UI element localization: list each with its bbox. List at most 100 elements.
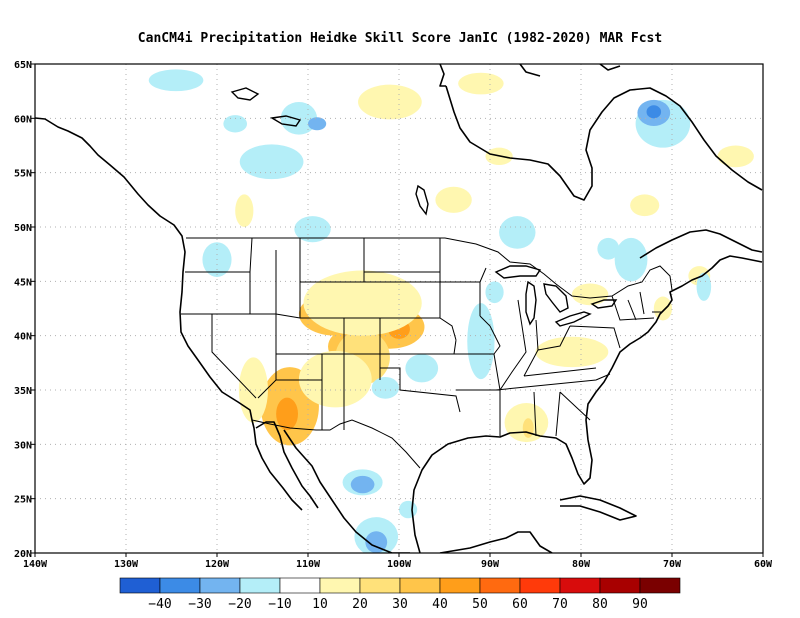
skill-region-1	[276, 397, 298, 431]
great-slave-lake	[269, 115, 302, 127]
lat-tick-label: 35N	[14, 386, 32, 397]
lon-tick-label: 110W	[296, 559, 321, 570]
skill-region-34	[646, 105, 662, 119]
cuba-coastline	[559, 495, 637, 521]
colorbar-label: 60	[512, 597, 528, 612]
skill-region-20	[630, 194, 660, 217]
map-title: CanCM4i Precipitation Heidke Skill Score…	[138, 31, 662, 46]
skill-region-39	[485, 281, 504, 304]
colorbar-swatch	[599, 577, 641, 594]
lon-tick-label: 100W	[387, 559, 412, 570]
lake-huron	[543, 283, 569, 313]
colorbar-swatch	[639, 577, 681, 594]
lat-tick-label: 50N	[14, 223, 32, 234]
great-bear-lake	[230, 87, 260, 101]
colorbar-swatch	[559, 577, 601, 594]
lake-winnipeg	[415, 184, 429, 216]
hudson-bay-coastline	[445, 85, 763, 201]
political-borders	[181, 237, 673, 469]
colorbar-label: 50	[472, 597, 488, 612]
us-canada-border	[186, 237, 673, 299]
colorbar-label: −20	[228, 597, 251, 612]
colorbar-swatch	[119, 577, 161, 594]
colorbar-swatch	[519, 577, 561, 594]
skill-region-19	[458, 72, 504, 95]
lat-tick-label: 55N	[14, 169, 32, 180]
skill-region-45	[696, 272, 712, 301]
colorbar-label: 10	[312, 597, 328, 612]
skill-region-41	[350, 475, 375, 494]
skill-region-18	[358, 84, 422, 120]
skill-region-14	[653, 296, 673, 321]
state-boundaries	[181, 237, 662, 437]
colorbar-swatch	[439, 577, 481, 594]
colorbar-label: −30	[188, 597, 211, 612]
lat-tick-label: 65N	[14, 60, 32, 71]
colorbar-swatch	[199, 577, 241, 594]
colorbar-label: −10	[268, 597, 291, 612]
skill-region-12	[535, 336, 609, 368]
lon-tick-label: 80W	[572, 559, 591, 570]
lon-tick-label: 130W	[114, 559, 139, 570]
skill-region-26	[308, 117, 327, 131]
colorbar-label: −40	[148, 597, 171, 612]
colorbar-label: 80	[592, 597, 608, 612]
us-mexico-border	[251, 419, 421, 469]
lake-superior	[494, 265, 542, 279]
skill-region-27	[223, 115, 248, 133]
skill-region-22	[235, 194, 254, 227]
colorbar-label: 40	[432, 597, 448, 612]
colorbar-swatch	[359, 577, 401, 594]
skill-region-31	[614, 237, 648, 282]
arctic-coastline	[439, 64, 621, 87]
coastlines	[35, 64, 763, 553]
atlantic-coastline	[585, 255, 763, 441]
gulf-coastline	[411, 431, 593, 553]
skill-region-35	[597, 237, 620, 260]
colorbar-label: 30	[392, 597, 408, 612]
colorbar-swatch	[239, 577, 281, 594]
lat-tick-label: 20N	[14, 549, 32, 560]
skill-region-36	[467, 303, 495, 380]
skill-region-8	[298, 350, 372, 408]
colorbar: −40 −30 −20 −10 10 20 30 40 50 60 70 80 90	[119, 577, 681, 612]
skill-region-21	[717, 145, 754, 168]
latitude-tick-labels: 20N 25N 30N 35N 40N 45N 50N 55N 60N 65N	[14, 60, 35, 560]
skill-region-25	[280, 102, 318, 135]
colorbar-label: 70	[552, 597, 568, 612]
colorbar-label: 20	[352, 597, 368, 612]
colorbar-swatch	[479, 577, 521, 594]
skill-region-9	[238, 357, 268, 423]
lake-michigan	[525, 280, 537, 326]
skill-region-43	[365, 531, 388, 553]
skill-region-28	[294, 216, 331, 243]
skill-region-37	[405, 354, 439, 383]
gulf-of-california-coastline	[255, 421, 319, 509]
skill-region-16	[435, 186, 472, 213]
skill-region-44	[399, 500, 418, 519]
yucatan-coastline	[439, 531, 553, 553]
great-lakes	[230, 87, 618, 327]
lat-tick-label: 40N	[14, 332, 32, 343]
lat-tick-label: 60N	[14, 114, 32, 125]
colorbar-label: 90	[632, 597, 648, 612]
skill-region-38	[371, 376, 399, 399]
colorbar-swatch	[399, 577, 441, 594]
colorbar-swatch	[279, 577, 321, 594]
lon-tick-label: 120W	[205, 559, 230, 570]
skill-score-field	[148, 69, 754, 553]
colorbar-swatch	[319, 577, 361, 594]
skill-region-7	[303, 270, 422, 336]
pacific-coastline	[35, 117, 303, 511]
lon-tick-label: 90W	[481, 559, 500, 570]
skill-region-24	[148, 69, 204, 92]
mexico-west-coastline	[283, 429, 410, 553]
lake-erie	[554, 311, 592, 327]
lat-tick-label: 25N	[14, 495, 32, 506]
skill-region-23	[239, 144, 304, 180]
lon-tick-label: 70W	[663, 559, 682, 570]
skill-region-11	[522, 418, 534, 438]
lon-tick-label: 60W	[754, 559, 773, 570]
colorbar-swatch	[159, 577, 201, 594]
